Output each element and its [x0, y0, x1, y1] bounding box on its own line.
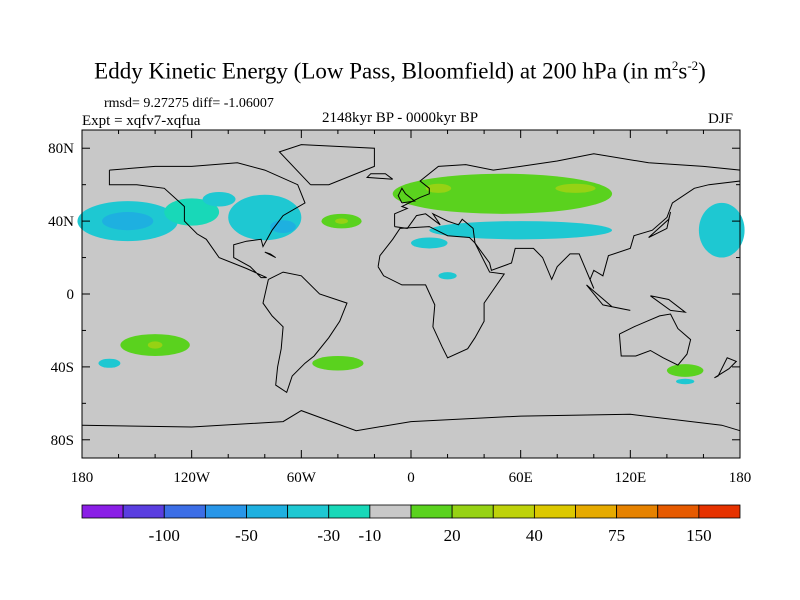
anomaly-region [555, 183, 596, 193]
colorbar-swatch [163, 504, 206, 519]
colorbar-swatch [698, 504, 741, 519]
colorbar-swatch [287, 504, 330, 519]
anomaly-region [312, 355, 364, 371]
x-tick-label: 60E [509, 470, 533, 486]
colorbar-swatch [81, 504, 124, 519]
colorbar-label: 40 [526, 526, 543, 545]
coastline [81, 410, 741, 432]
y-tick-label: 40N [48, 214, 74, 230]
x-tick-label: 0 [407, 470, 415, 486]
anomaly-region [425, 183, 452, 193]
coastline [648, 211, 671, 238]
anomaly-region [102, 212, 154, 231]
coastline [264, 251, 276, 259]
anomaly-region [202, 191, 236, 207]
coastline [586, 284, 631, 311]
coastline [394, 153, 741, 289]
anomaly-region [164, 198, 220, 226]
colorbar-swatch [533, 504, 576, 519]
colorbar-label: -30 [317, 526, 340, 545]
y-tick-label: 0 [67, 287, 75, 303]
coastline [377, 226, 506, 359]
y-tick-label: 80N [48, 141, 74, 157]
y-tick-label: 40S [51, 360, 74, 376]
colorbar-swatch [122, 504, 165, 519]
colorbar-swatch [492, 504, 535, 519]
anomaly-region [228, 194, 302, 241]
coastline [650, 295, 687, 313]
colorbar-swatch [616, 504, 659, 519]
x-tick-label: 120W [173, 470, 211, 486]
experiment-label: Expt = xqfv7-xqfua [82, 113, 201, 129]
coastline [365, 173, 394, 180]
axes: 180 120W 60W 0 60E 120E 180 80N 40N 0 40S 80S [48, 129, 752, 486]
coastline [262, 271, 348, 394]
anomaly-region [666, 364, 704, 377]
colorbar-swatch [204, 504, 247, 519]
x-tick-label: 60W [287, 470, 317, 486]
coastline [618, 313, 692, 366]
colorbar-label: 75 [608, 526, 625, 545]
x-tick-label: 180 [729, 470, 752, 486]
coastline [278, 144, 375, 186]
colorbar-swatch [575, 504, 618, 519]
period-label: 2148kyr BP - 0000kyr BP [322, 110, 479, 126]
colorbar-swatch [657, 504, 700, 519]
anomaly-region [147, 341, 163, 349]
y-tick-label: 80S [51, 433, 74, 449]
colorbar-label: 20 [444, 526, 461, 545]
x-tick-label: 180 [71, 470, 94, 486]
map-panel [77, 130, 745, 458]
colorbar-swatch [246, 504, 289, 519]
colorbar-swatch [328, 504, 371, 519]
colorbar: -100 -50 -30 -10 20 40 75 150 [81, 504, 741, 545]
anomaly-region [98, 358, 121, 368]
chart-title: Eddy Kinetic Energy (Low Pass, Bloomfiel… [94, 58, 706, 84]
rmsd-diff-label: rmsd= 9.27275 diff= -1.06007 [104, 96, 274, 111]
x-tick-label: 120E [614, 470, 646, 486]
colorbar-label: -100 [149, 526, 180, 545]
anomaly-region [270, 220, 296, 233]
coastline [714, 357, 738, 379]
anomaly-region [676, 378, 695, 385]
anomaly-region [429, 221, 613, 240]
coastline [108, 162, 306, 279]
colorbar-swatch [410, 504, 453, 519]
season-label: DJF [708, 111, 734, 127]
coastline [397, 187, 416, 204]
map-background [82, 130, 740, 458]
colorbar-swatch [369, 504, 412, 519]
anomaly-region [392, 173, 613, 214]
anomaly-region [698, 202, 745, 258]
colorbar-swatch [451, 504, 494, 519]
anomaly-region [335, 218, 348, 224]
colorbar-label: -50 [235, 526, 258, 545]
anomaly-region [438, 272, 457, 280]
anomaly-region [411, 237, 448, 249]
colorbar-label: -10 [359, 526, 382, 545]
colorbar-label: 150 [686, 526, 712, 545]
